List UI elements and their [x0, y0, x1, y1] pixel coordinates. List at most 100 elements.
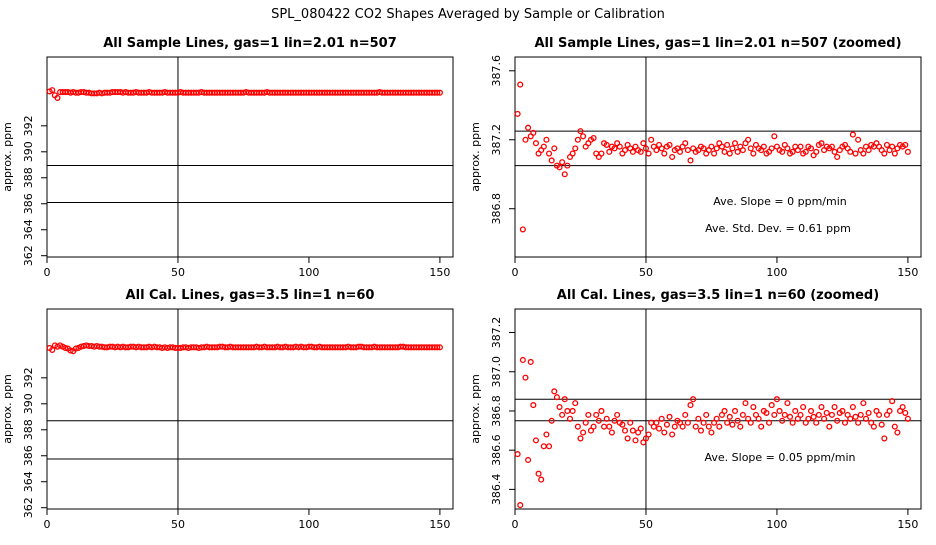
data-point — [666, 413, 673, 420]
y-tick-label: 386.6 — [490, 434, 503, 466]
plot-frame — [514, 308, 922, 510]
data-point — [514, 451, 521, 458]
data-point — [737, 423, 744, 430]
y-axis-label: approx. ppm — [469, 374, 482, 444]
x-tick-label: 150 — [429, 266, 450, 279]
data-point — [690, 396, 697, 403]
data-point — [805, 415, 812, 422]
data-point — [771, 411, 778, 418]
data-point — [831, 148, 838, 155]
data-point — [862, 415, 870, 422]
y-tick-label: 390 — [22, 393, 35, 414]
data-point — [682, 140, 689, 147]
data-point — [852, 413, 859, 420]
data-point — [855, 419, 862, 426]
data-point — [585, 411, 592, 418]
data-point — [78, 343, 85, 350]
data-point — [546, 150, 553, 157]
data-point — [792, 407, 799, 415]
data-point — [530, 129, 537, 136]
x-tick-label: 50 — [639, 518, 653, 531]
data-point — [611, 145, 618, 152]
data-point — [582, 419, 589, 426]
data-point — [572, 400, 579, 407]
data-point — [739, 411, 746, 418]
data-point — [734, 417, 741, 424]
data-point — [760, 143, 767, 150]
data-point — [572, 145, 579, 152]
data-point — [731, 140, 739, 147]
data-point — [598, 407, 605, 415]
panel-3: All Cal. Lines, gas=3.5 lin=1 n=60 0 50 100… — [1, 288, 454, 531]
y-tick-label: 386.8 — [490, 395, 503, 427]
data-point — [669, 153, 676, 161]
data-point — [543, 136, 550, 143]
plot-frame — [46, 308, 454, 510]
data-point — [865, 409, 872, 416]
y-tick-label: 388 — [22, 167, 35, 188]
data-point — [902, 409, 909, 416]
data-point — [517, 81, 524, 88]
data-point — [823, 409, 830, 416]
data-point — [692, 423, 699, 430]
y-tick-label: 386 — [22, 445, 35, 466]
data-point — [577, 435, 584, 442]
data-point — [839, 407, 846, 415]
data-point — [695, 415, 702, 422]
data-point — [619, 421, 626, 428]
data-point — [742, 400, 749, 407]
data-point — [551, 145, 558, 152]
data-point — [807, 145, 815, 152]
data-point — [621, 427, 629, 434]
data-point — [904, 148, 911, 155]
data-point — [530, 402, 537, 409]
data-point — [891, 423, 898, 430]
data-point — [818, 403, 825, 411]
data-point — [556, 164, 563, 171]
data-point — [734, 148, 741, 155]
data-point — [852, 150, 859, 157]
data-point — [682, 411, 689, 418]
data-point — [726, 413, 733, 420]
data-point — [561, 396, 568, 403]
data-point — [802, 148, 809, 155]
data-point — [525, 456, 532, 464]
data-point — [522, 136, 529, 143]
data-point — [718, 143, 725, 150]
annotation-text: Ave. Slope = 0 ppm/min — [713, 195, 847, 208]
data-point — [810, 413, 817, 420]
data-point — [708, 143, 715, 150]
data-point — [849, 131, 856, 138]
x-tick-label: 0 — [512, 266, 519, 279]
data-point — [781, 411, 788, 418]
y-tick-label: 387.6 — [490, 55, 503, 87]
x-tick-label: 0 — [512, 518, 519, 531]
x-tick-label: 50 — [171, 518, 185, 531]
data-point — [637, 425, 644, 432]
y-axis-label: approx. ppm — [1, 122, 14, 192]
data-point — [705, 423, 712, 430]
data-point — [642, 145, 650, 152]
y-tick-label: 387.0 — [490, 356, 503, 388]
annotation-text: Ave. Std. Dev. = 0.61 ppm — [705, 222, 851, 235]
data-point — [886, 407, 893, 415]
data-point — [713, 145, 720, 152]
data-point — [62, 344, 69, 352]
data-point — [687, 402, 694, 409]
data-point — [593, 411, 600, 418]
data-point — [49, 87, 56, 94]
data-point — [514, 110, 521, 117]
data-point — [598, 150, 605, 157]
data-point — [679, 423, 686, 430]
data-point — [580, 429, 587, 436]
data-point — [648, 136, 655, 143]
data-point — [436, 344, 443, 351]
data-point — [889, 398, 896, 405]
panel-2: All Sample Lines, gas=1 lin=2.01 n=507 (… — [469, 36, 922, 279]
data-point — [436, 89, 443, 96]
data-point — [786, 413, 794, 420]
data-point — [434, 344, 441, 351]
data-point — [745, 136, 752, 143]
data-point — [603, 141, 610, 148]
data-point — [768, 402, 775, 409]
